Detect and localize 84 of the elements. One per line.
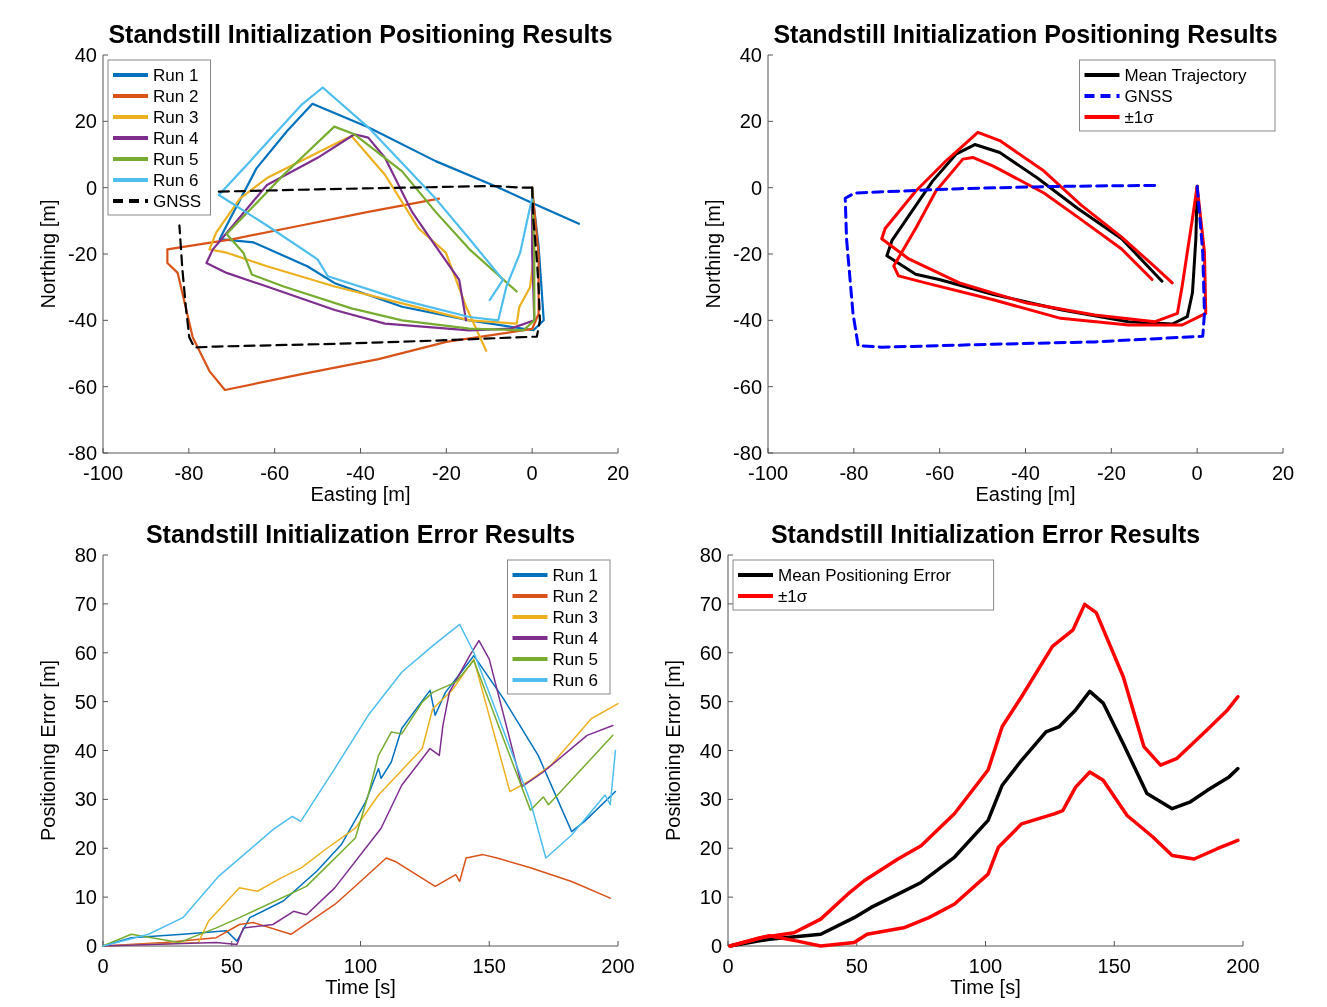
chart-title: Standstill Initialization Positioning Results bbox=[108, 20, 613, 48]
legend-label: Run 6 bbox=[552, 671, 598, 690]
x-tick-label: 50 bbox=[220, 955, 243, 977]
chart-title: Standstill Initialization Error Results bbox=[770, 520, 1201, 548]
y-tick-label: 20 bbox=[739, 110, 762, 133]
x-axis-title: Easting [m] bbox=[310, 483, 411, 505]
x-tick-label: -20 bbox=[1096, 462, 1126, 484]
legend-label: Run 4 bbox=[153, 129, 199, 148]
y-tick-label: 0 bbox=[85, 935, 97, 957]
y-tick-label: 10 bbox=[74, 886, 97, 909]
x-axis-title: Time [s] bbox=[325, 976, 396, 998]
legend-label: GNSS bbox=[1124, 87, 1173, 106]
y-tick-label: 30 bbox=[74, 788, 97, 811]
x-axis-title: Time [s] bbox=[950, 976, 1021, 998]
legend-label: Mean Trajectory bbox=[1124, 66, 1247, 85]
x-tick-label: 200 bbox=[601, 955, 635, 977]
legend-label: Run 2 bbox=[153, 87, 199, 106]
x-tick-label: 50 bbox=[845, 955, 868, 977]
x-tick-label: 0 bbox=[526, 462, 538, 484]
y-tick-label: 70 bbox=[74, 592, 97, 615]
x-tick-label: 150 bbox=[472, 955, 506, 977]
x-tick-label: 100 bbox=[343, 955, 378, 977]
x-tick-label: -60 bbox=[260, 462, 290, 484]
y-tick-label: -20 bbox=[733, 243, 762, 265]
chart-title: Standstill Initialization Error Results bbox=[145, 520, 576, 548]
legend-label: Run 1 bbox=[552, 566, 598, 585]
legend-label: Mean Positioning Error bbox=[778, 566, 952, 585]
y-tick-label: -80 bbox=[733, 442, 762, 464]
y-tick-label: 70 bbox=[699, 592, 722, 615]
y-tick-label: 0 bbox=[750, 176, 762, 199]
x-tick-label: 150 bbox=[1097, 955, 1131, 977]
y-tick-label: 60 bbox=[74, 641, 97, 664]
y-tick-label: 40 bbox=[74, 739, 97, 762]
y-tick-label: 10 bbox=[699, 886, 722, 909]
y-axis-title: Positioning Error [m] bbox=[37, 659, 59, 842]
x-tick-label: -40 bbox=[346, 462, 375, 484]
legend-label: ±1σ bbox=[778, 587, 808, 606]
legend-label: Run 3 bbox=[552, 608, 598, 627]
x-tick-label: 20 bbox=[606, 462, 630, 484]
x-tick-label: -80 bbox=[839, 462, 869, 484]
legend-label: Run 5 bbox=[153, 150, 199, 169]
y-tick-label: -80 bbox=[68, 442, 97, 464]
x-tick-label: -80 bbox=[174, 462, 204, 484]
y-tick-label: 80 bbox=[74, 544, 97, 566]
y-axis-title: Positioning Error [m] bbox=[662, 659, 684, 842]
legend-label: Run 6 bbox=[153, 171, 199, 190]
legend-label: Run 5 bbox=[552, 650, 598, 669]
y-tick-label: 50 bbox=[699, 690, 722, 713]
y-tick-label: 40 bbox=[74, 44, 97, 66]
legend-label: ±1σ bbox=[1124, 108, 1155, 127]
x-tick-label: -40 bbox=[1011, 462, 1040, 484]
y-tick-label: 20 bbox=[74, 837, 97, 860]
y-tick-label: 60 bbox=[699, 641, 722, 664]
y-tick-label: 20 bbox=[699, 837, 722, 860]
y-tick-label: -60 bbox=[68, 375, 97, 398]
y-tick-label: 40 bbox=[739, 44, 762, 66]
x-axis-title: Easting [m] bbox=[975, 483, 1076, 505]
y-tick-label: 50 bbox=[74, 690, 97, 713]
legend-label: Run 3 bbox=[153, 108, 199, 127]
x-tick-label: 200 bbox=[1226, 955, 1260, 977]
y-tick-label: -20 bbox=[68, 243, 97, 265]
x-tick-label: -60 bbox=[925, 462, 955, 484]
chart-title: Standstill Initialization Positioning Results bbox=[773, 20, 1278, 48]
legend-label: Run 2 bbox=[552, 587, 598, 606]
y-axis-title: Northing [m] bbox=[37, 199, 59, 309]
legend-label: Run 4 bbox=[552, 629, 598, 648]
y-tick-label: -60 bbox=[733, 375, 762, 398]
y-tick-label: -40 bbox=[733, 309, 762, 332]
y-axis-title: Northing [m] bbox=[702, 199, 724, 309]
y-tick-label: -40 bbox=[68, 309, 97, 332]
x-tick-label: -100 bbox=[82, 462, 124, 484]
y-tick-label: 30 bbox=[699, 788, 722, 811]
y-tick-label: 20 bbox=[74, 110, 97, 133]
x-tick-label: 0 bbox=[1191, 462, 1203, 484]
y-tick-label: 0 bbox=[85, 176, 97, 199]
y-tick-label: 0 bbox=[710, 935, 722, 957]
y-tick-label: 80 bbox=[699, 544, 722, 566]
x-tick-label: -100 bbox=[747, 462, 789, 484]
legend-label: GNSS bbox=[153, 192, 202, 211]
y-tick-label: 40 bbox=[699, 739, 722, 762]
x-tick-label: 20 bbox=[1271, 462, 1295, 484]
legend-label: Run 1 bbox=[153, 66, 199, 85]
x-tick-label: -20 bbox=[431, 462, 461, 484]
x-tick-label: 100 bbox=[968, 955, 1003, 977]
